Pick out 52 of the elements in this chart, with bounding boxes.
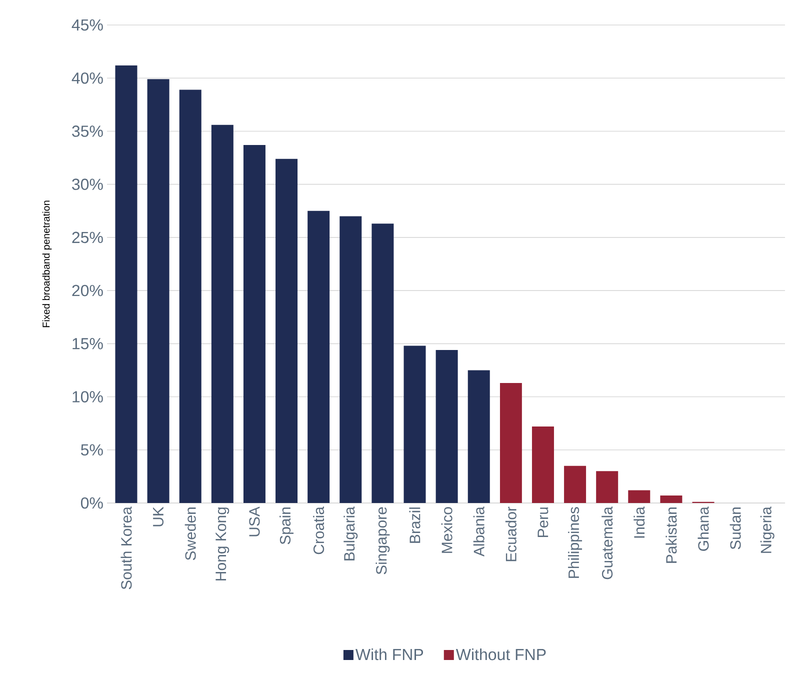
bar xyxy=(628,490,650,503)
bar xyxy=(276,158,298,503)
x-tick-label: Ghana xyxy=(698,506,709,551)
bar xyxy=(340,216,362,503)
y-tick-label: 10% xyxy=(72,391,103,402)
x-tick-label: Spain xyxy=(280,508,294,544)
y-tick-label: 40% xyxy=(72,72,103,84)
bar xyxy=(564,466,586,503)
bar xyxy=(179,90,202,503)
x-tick-label: Peru xyxy=(538,508,548,537)
bar xyxy=(372,224,394,503)
y-tick-label: 5% xyxy=(80,444,103,456)
x-tick-label: Guatemala xyxy=(602,506,613,580)
bar xyxy=(404,346,426,503)
bar xyxy=(660,496,682,503)
x-tick-label: Croatia xyxy=(313,506,324,554)
bar xyxy=(532,426,554,503)
x-tick-label: USA xyxy=(249,506,260,536)
y-tick-label: 20% xyxy=(72,284,103,296)
y-tick-label: 35% xyxy=(72,126,103,137)
x-tick-label: Philippines xyxy=(568,507,582,578)
bar xyxy=(436,350,458,503)
bar xyxy=(596,471,618,503)
bar xyxy=(243,145,266,503)
x-tick-label: Bulgaria xyxy=(344,506,358,560)
bar xyxy=(147,79,170,503)
x-tick-label: South Korea xyxy=(120,506,132,590)
x-tick-label: Mexico xyxy=(441,507,452,553)
y-tick-label: 25% xyxy=(72,232,103,244)
x-tick-label: Albania xyxy=(473,506,484,557)
x-tick-label: India xyxy=(634,506,645,538)
y-tick-label: 45% xyxy=(72,19,103,31)
x-tick-label: Sudan xyxy=(730,508,741,550)
bar xyxy=(468,370,490,503)
x-tick-label: Nigeria xyxy=(760,506,774,553)
bar xyxy=(211,124,234,503)
x-tick-label: UK xyxy=(153,506,164,526)
bar xyxy=(115,65,138,503)
x-tick-label: Hong Kong xyxy=(216,508,230,580)
legend-label: Without FNP xyxy=(456,648,546,660)
bar xyxy=(308,210,330,503)
y-tick-label: 0% xyxy=(80,497,103,509)
x-tick-label: Sweden xyxy=(184,508,196,560)
x-tick-label: Singapore xyxy=(376,507,390,574)
bar xyxy=(500,382,522,503)
x-tick-label: Pakistan xyxy=(666,508,677,563)
legend-label: With FNP xyxy=(356,648,424,660)
x-tick-label: Brazil xyxy=(409,508,420,543)
x-tick-label: Ecuador xyxy=(505,506,516,562)
y-tick-label: 30% xyxy=(72,178,103,190)
y-tick-label: 15% xyxy=(72,338,103,350)
y-axis-title: Fixed broadband penetration xyxy=(42,200,52,328)
